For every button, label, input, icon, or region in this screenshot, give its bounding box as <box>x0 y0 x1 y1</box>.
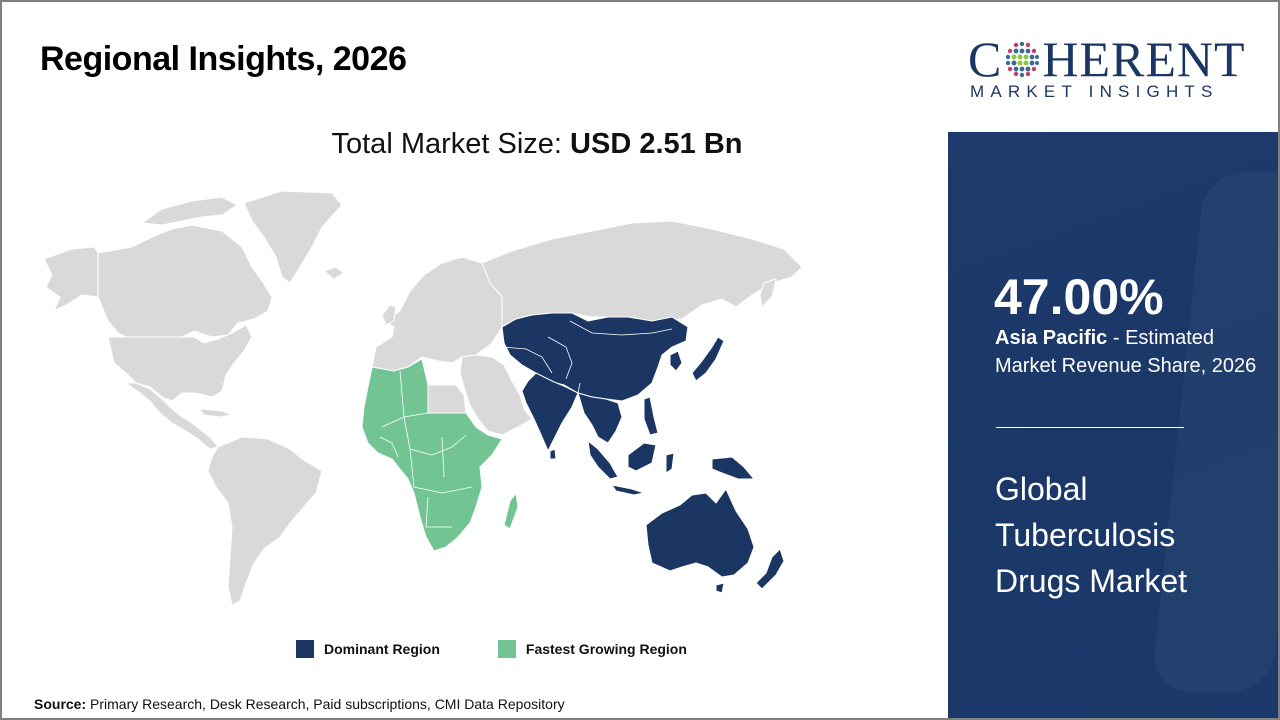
share-region: Asia Pacific <box>995 327 1108 349</box>
market-size-value: USD 2.51 Bn <box>570 128 743 160</box>
region-egypt <box>427 384 467 414</box>
legend-item-dominant: Dominant Region <box>296 640 440 658</box>
region-madagascar <box>503 491 519 530</box>
company-logo: C HERENT MARKET INSIGHTS <box>948 2 1278 132</box>
region-middle-east <box>459 354 533 436</box>
region-new-zealand <box>755 548 785 590</box>
source-text: Primary Research, Desk Research, Paid su… <box>86 696 565 712</box>
region-new-guinea <box>711 456 756 480</box>
region-india <box>521 372 579 453</box>
region-south-america <box>207 436 323 606</box>
region-southeast-asia <box>577 392 623 444</box>
region-canada <box>97 224 273 338</box>
logo-prefix: C <box>968 31 1003 87</box>
highlight-panel: 47.00% Asia Pacific - Estimated Market R… <box>948 132 1278 718</box>
region-sri-lanka <box>549 448 557 460</box>
region-sumatra <box>587 439 619 480</box>
info-sidebar: C HERENT MARKET INSIGHTS 47.00% Asia Pac… <box>948 2 1278 718</box>
logo-wordmark: C HERENT <box>968 30 1246 88</box>
region-usa <box>107 324 253 402</box>
region-sulawesi <box>665 452 675 474</box>
source-label: Source: <box>34 696 87 712</box>
region-australia <box>645 488 755 578</box>
region-arctic-islands <box>140 196 238 226</box>
market-size-label: Total Market Size: <box>331 128 562 160</box>
region-kamchatka <box>759 278 777 309</box>
region-japan <box>691 336 725 382</box>
region-korea <box>669 350 683 372</box>
region-greenland <box>243 190 343 284</box>
legend-swatch-fastest <box>497 640 516 658</box>
region-mexico-central-america <box>124 382 219 450</box>
background-map-silhouette <box>1150 172 1278 692</box>
region-philippines <box>643 396 659 436</box>
map-legend: Dominant Region Fastest Growing Region <box>296 640 745 658</box>
region-borneo <box>627 442 657 472</box>
region-caribbean <box>199 408 234 418</box>
total-market-size: Total Market Size: USD 2.51 Bn <box>2 128 1072 161</box>
region-uk <box>381 304 397 326</box>
share-description-text: - Estimated Market Revenue Share, 2026 <box>995 327 1257 377</box>
logo-suffix: HERENT <box>1042 31 1246 87</box>
legend-label-fastest: Fastest Growing Region <box>525 641 687 657</box>
page-title: Regional Insights, 2026 <box>40 40 407 78</box>
legend-swatch-dominant <box>296 640 314 658</box>
legend-label-dominant: Dominant Region <box>324 641 440 657</box>
region-iceland <box>322 266 345 280</box>
region-alaska <box>43 246 99 313</box>
panel-divider <box>996 427 1184 428</box>
share-percentage: 47.00% <box>994 269 1164 325</box>
source-note: Source: Primary Research, Desk Research,… <box>34 696 565 712</box>
share-description: Asia Pacific - Estimated Market Revenue … <box>995 324 1265 380</box>
legend-item-fastest: Fastest Growing Region <box>497 640 687 658</box>
world-map <box>43 190 803 606</box>
region-java <box>610 484 646 496</box>
region-russia <box>481 220 803 328</box>
map-section: Regional Insights, 2026 Total Market Siz… <box>2 2 948 718</box>
logo-tagline: MARKET INSIGHTS <box>970 82 1219 101</box>
market-name: Global Tuberculosis Drugs Market <box>995 471 1188 599</box>
region-tasmania <box>715 582 725 594</box>
globe-dots-icon <box>1006 41 1040 78</box>
